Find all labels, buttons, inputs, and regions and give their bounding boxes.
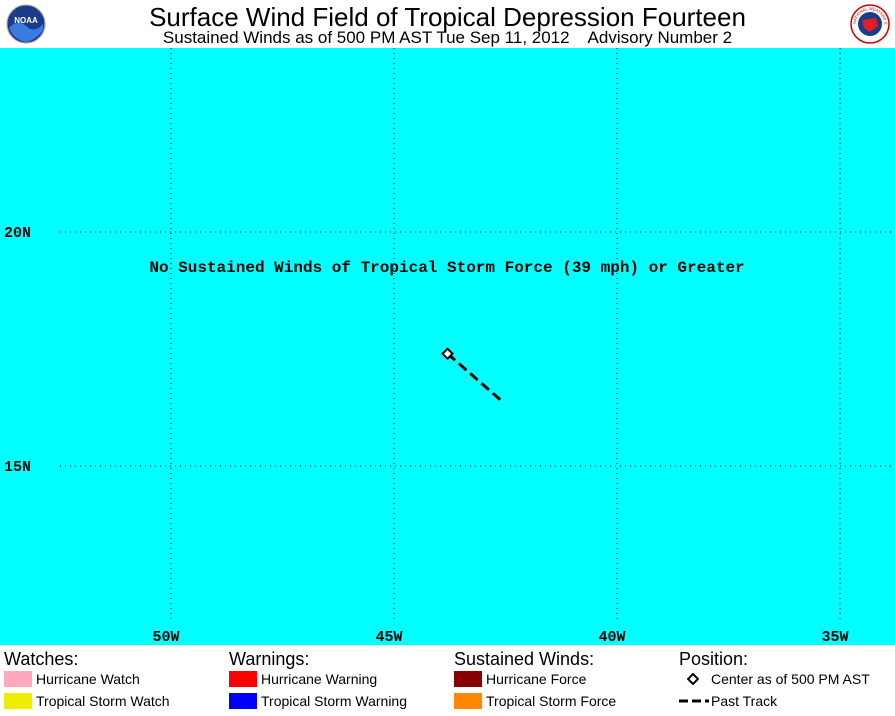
- lat-lon-labels: 50W 45W 40W 35W 20N 15N: [4, 225, 849, 645]
- tropical-storm-force-swatch: [454, 693, 482, 709]
- legend-label: Tropical Storm Watch: [36, 693, 170, 709]
- hurricane-force-swatch: [454, 671, 482, 687]
- legend-label: Past Track: [711, 693, 778, 709]
- legend-label: Tropical Storm Force: [486, 693, 617, 709]
- latitude-label: 20N: [4, 225, 31, 242]
- ocean-background: [0, 48, 895, 645]
- center-diamond-icon: [687, 673, 699, 685]
- lat-lon-grid: [60, 48, 895, 620]
- nws-logo: NATIONAL WEATHER SERVICE: [850, 4, 890, 44]
- hurricane-watch-swatch: [4, 671, 32, 687]
- legend-position-title: Position:: [679, 649, 749, 669]
- noaa-logo-text: NOAA: [14, 16, 38, 25]
- noaa-logo: NOAA: [6, 4, 46, 44]
- legend-label: Hurricane Warning: [261, 671, 378, 687]
- past-track-line-icon: [679, 699, 709, 703]
- page-title: Surface Wind Field of Tropical Depressio…: [149, 2, 746, 32]
- page-subtitle: Sustained Winds as of 500 PM AST Tue Sep…: [162, 28, 733, 47]
- wind-field-map: 50W 45W 40W 35W 20N 15N No Sustained Winds of…: [0, 48, 895, 645]
- legend-label: Hurricane Watch: [36, 671, 140, 687]
- tropical-storm-watch-swatch: [4, 693, 32, 709]
- longitude-label: 35W: [821, 629, 848, 645]
- storm-center: [441, 347, 454, 361]
- legend-watches-title: Watches:: [4, 649, 79, 669]
- legend: Watches: Hurricane Watch Tropical Storm …: [0, 645, 895, 716]
- hurricane-warning-swatch: [229, 671, 257, 687]
- past-track: [446, 352, 503, 402]
- longitude-label: 40W: [598, 629, 625, 645]
- legend-label: Center as of 500 PM AST: [711, 671, 870, 687]
- legend-label: Tropical Storm Warning: [261, 693, 408, 709]
- past-track-line: [446, 352, 503, 402]
- no-winds-note: No Sustained Winds of Tropical Storm For…: [149, 259, 744, 277]
- center-diamond-icon: [441, 347, 454, 361]
- longitude-label: 50W: [152, 629, 179, 645]
- legend-winds-title: Sustained Winds:: [454, 649, 595, 669]
- header: NOAA Surface Wind Field of Tropical Depr…: [0, 0, 895, 48]
- tropical-storm-warning-swatch: [229, 693, 257, 709]
- legend-warnings-title: Warnings:: [229, 649, 310, 669]
- latitude-label: 15N: [4, 459, 31, 476]
- longitude-label: 45W: [375, 629, 402, 645]
- legend-label: Hurricane Force: [486, 671, 587, 687]
